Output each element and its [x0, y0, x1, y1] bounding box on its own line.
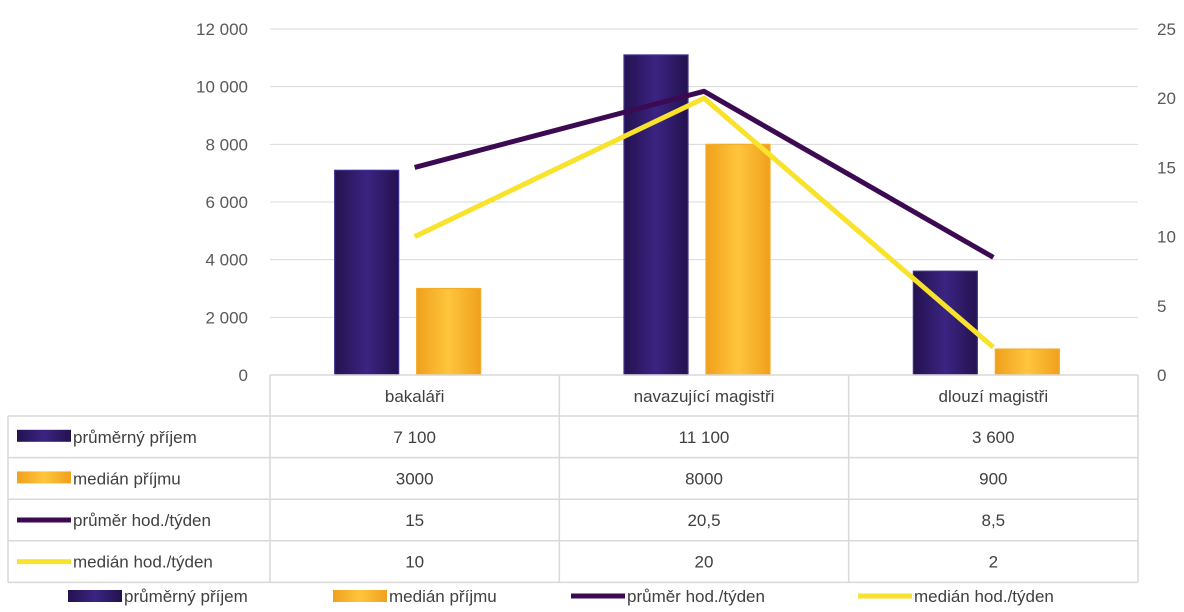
data-table: bakaláři navazující magistři dlouzí magist…	[7, 374, 1139, 584]
left-tick-label: 8 000	[205, 135, 248, 154]
table-cell-value: 11 100	[679, 428, 730, 447]
right-tick-label: 10	[1157, 228, 1176, 247]
left-tick-label: 4 000	[205, 251, 248, 270]
table-cell-value: 20,5	[687, 511, 720, 530]
series-row-label: průměrný příjem	[73, 428, 197, 447]
table-cell-value: 8,5	[982, 511, 1006, 530]
left-axis: 0 2 000 4 000 6 000 8 000 10 000 12 000	[196, 20, 248, 385]
legend-swatch	[333, 590, 387, 602]
left-tick-label: 2 000	[205, 308, 248, 327]
series-row-label: průměr hod./týden	[73, 511, 211, 530]
lines	[413, 88, 995, 350]
table-cell-value: 7 100	[393, 428, 436, 447]
legend-label: medián hod./týden	[914, 587, 1054, 606]
right-tick-label: 15	[1157, 158, 1176, 177]
left-tick-label: 10 000	[196, 78, 248, 97]
table-cell-value: 15	[405, 511, 424, 530]
legend-label: průměr hod./týden	[627, 587, 765, 606]
table-cell-value: 2	[989, 553, 998, 572]
table-cell-value: 900	[979, 469, 1007, 488]
right-tick-label: 0	[1157, 366, 1166, 385]
bar-median-prijmu	[416, 287, 482, 376]
series-row-label: medián hod./týden	[73, 553, 213, 572]
line-prumer-hod-tyden	[414, 88, 995, 260]
bar-prumerny-prijem	[334, 169, 400, 376]
legend-label: průměrný příjem	[124, 587, 248, 606]
legend: průměrný příjem medián příjmu průměr hod./…	[68, 587, 1054, 606]
right-tick-label: 20	[1157, 89, 1176, 108]
right-axis: 0 5 10 15 20 25	[1157, 20, 1176, 385]
table-key-swatch	[17, 471, 71, 484]
table-cell-value: 3000	[396, 469, 434, 488]
right-tick-label: 25	[1157, 20, 1176, 39]
category-label: navazující magistři	[634, 387, 775, 406]
table-cell-value: 10	[405, 553, 424, 572]
table-cell-value: 8000	[685, 469, 723, 488]
gridlines	[270, 28, 1138, 318]
legend-label: medián příjmu	[389, 587, 497, 606]
bar-median-prijmu	[994, 348, 1060, 376]
legend-swatch	[68, 590, 122, 602]
category-label: dlouzí magistři	[939, 387, 1049, 406]
left-tick-label: 12 000	[196, 20, 248, 39]
table-cell-value: 3 600	[972, 428, 1015, 447]
category-label: bakaláři	[385, 387, 445, 406]
line-median-hod-tyden	[413, 95, 995, 350]
right-tick-label: 5	[1157, 297, 1166, 316]
left-tick-label: 6 000	[205, 193, 248, 212]
table-key-swatch	[17, 429, 71, 442]
table-cell-value: 20	[695, 553, 714, 572]
left-tick-label: 0	[239, 366, 248, 385]
series-row-label: medián příjmu	[73, 469, 181, 488]
bar-median-prijmu	[705, 143, 771, 376]
